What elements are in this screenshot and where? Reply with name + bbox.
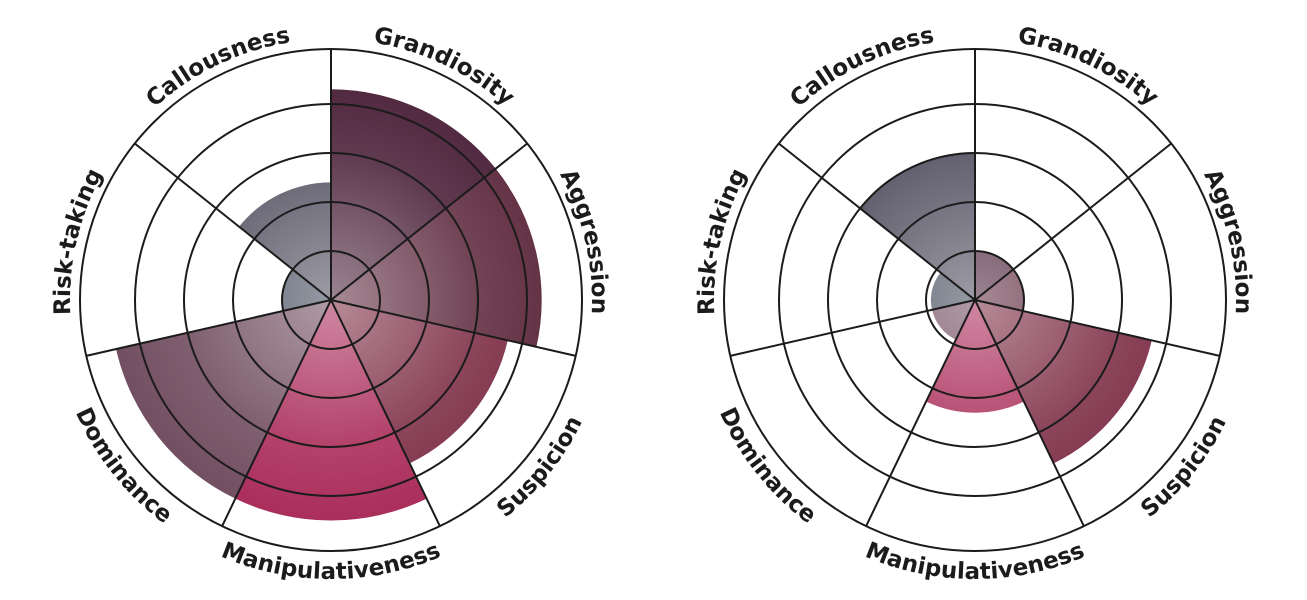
spoke-line	[974, 299, 1085, 527]
spoke-line	[974, 142, 1172, 301]
spoke-line	[134, 142, 332, 301]
spoke-line	[330, 142, 528, 301]
spoke-line	[330, 299, 576, 357]
spoke-line	[974, 299, 1220, 357]
polar-chart-right: GrandiosityAggressionSuspicionManipulati…	[694, 22, 1256, 585]
spoke-line	[330, 299, 441, 527]
spoke-line	[778, 142, 976, 301]
polar-chart-left: GrandiosityAggressionSuspicionManipulati…	[50, 22, 612, 585]
spoke-line	[86, 299, 332, 357]
spoke-line	[730, 299, 976, 357]
spoke-line	[865, 299, 976, 527]
spoke-line	[221, 299, 332, 527]
